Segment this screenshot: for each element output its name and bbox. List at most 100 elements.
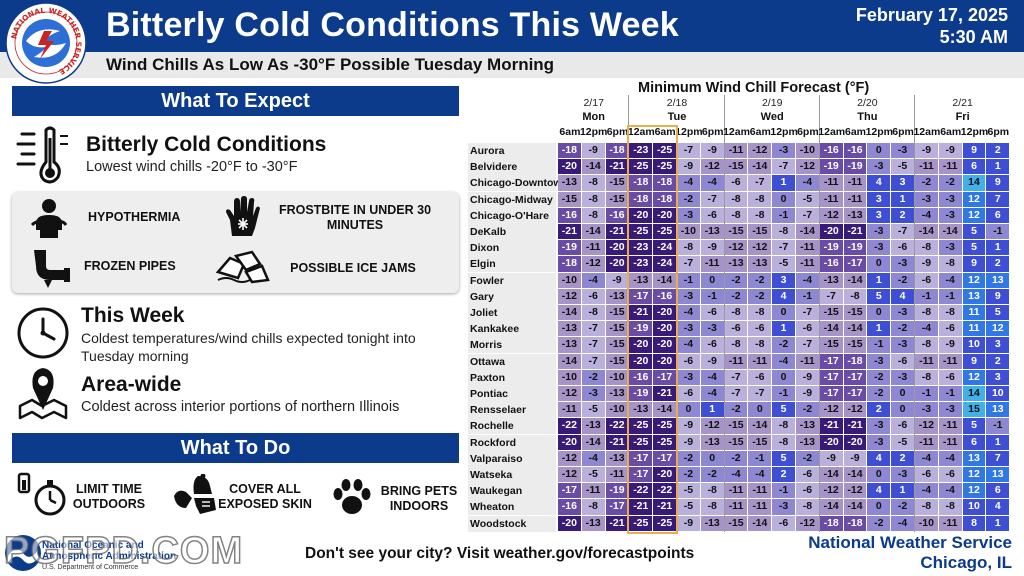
wind-chill-cell: 1 — [772, 321, 795, 337]
wind-chill-cell: -3 — [938, 207, 962, 223]
wind-chill-cell: -1 — [915, 386, 938, 402]
wind-chill-cell: -3 — [891, 369, 914, 385]
day-name-header: Wed — [760, 111, 784, 123]
wind-chill-cell: -4 — [581, 272, 605, 288]
wind-chill-cell: -2 — [915, 175, 938, 191]
wind-chill-cell: -3 — [700, 321, 724, 337]
forecast-points-link[interactable]: Don't see your city? Visit weather.gov/f… — [305, 545, 695, 562]
wind-chill-cell: -11 — [796, 353, 819, 369]
hour-header: 6am — [654, 126, 676, 138]
wind-chill-cell: -14 — [748, 418, 772, 434]
wind-chill-cell: 5 — [772, 402, 795, 418]
wind-chill-cell: 14 — [962, 175, 986, 191]
thermometer-cold-icon — [16, 126, 68, 184]
wind-chill-cell: -17 — [653, 450, 676, 466]
wind-chill-cell: 12 — [962, 467, 986, 483]
wind-chill-cell: -21 — [629, 499, 653, 515]
wind-chill-cell: -8 — [915, 499, 938, 515]
wind-chill-cell: -12 — [558, 386, 581, 402]
wind-chill-cell: -17 — [629, 288, 653, 304]
city-name: Wheaton — [468, 499, 556, 516]
wind-chill-cell: -23 — [629, 240, 653, 256]
wind-chill-cell: -8 — [581, 207, 605, 223]
wind-chill-cell: -3 — [867, 159, 891, 175]
wind-chill-cell: -8 — [915, 240, 938, 256]
wind-chill-cell: -12 — [843, 483, 867, 499]
noaa-text: National Oceanic and Atmospheric Adminis… — [42, 540, 176, 573]
wind-chill-cell: -3 — [915, 402, 938, 418]
day-date-header: 2/20 — [857, 97, 878, 109]
wind-chill-cell: -3 — [677, 321, 700, 337]
wind-chill-cell: -11 — [938, 515, 962, 531]
wind-chill-cell: -14 — [748, 515, 772, 531]
impact-label-frostbite: FROSTBITE IN UNDER 30 MINUTES — [278, 203, 432, 232]
wind-chill-cell: -22 — [558, 418, 581, 434]
wind-chill-cell: -2 — [891, 499, 914, 515]
city-name: Woodstock — [468, 515, 556, 532]
wind-chill-cell: -17 — [843, 386, 867, 402]
wind-chill-cell: -13 — [700, 434, 724, 450]
wind-chill-cell: 6 — [986, 207, 1010, 223]
wind-chill-cell: -11 — [938, 418, 962, 434]
wind-chill-cell: -6 — [772, 515, 795, 531]
wind-chill-cell: -11 — [819, 191, 843, 207]
wind-chill-cell: -20 — [558, 515, 581, 531]
wind-chill-cell: -2 — [677, 191, 700, 207]
wind-chill-cell: -9 — [938, 337, 962, 353]
wind-chill-cell: 2 — [891, 450, 914, 466]
city-name: Joliet — [468, 305, 556, 321]
wind-chill-cell: -13 — [558, 175, 581, 191]
wind-chill-cell: -17 — [629, 450, 653, 466]
wind-chill-cell: -6 — [891, 240, 914, 256]
hour-header: 12am — [913, 126, 941, 138]
nws-office: National Weather Service Chicago, IL — [808, 533, 1012, 573]
wind-chill-cell: -1 — [772, 386, 795, 402]
wind-chill-cell: -16 — [819, 143, 843, 159]
wind-chill-cell: -2 — [748, 288, 772, 304]
wind-chill-cell: -8 — [724, 305, 748, 321]
wind-chill-cell: -13 — [748, 256, 772, 272]
wind-chill-cell: -16 — [843, 143, 867, 159]
wind-chill-cell: -3 — [581, 386, 605, 402]
wind-chill-cell: -20 — [629, 353, 653, 369]
wind-chill-cell: 0 — [700, 450, 724, 466]
wind-chill-cell: -20 — [629, 337, 653, 353]
wind-chill-cell: -19 — [819, 240, 843, 256]
wind-chill-cell: -12 — [558, 467, 581, 483]
wind-chill-cell: -4 — [581, 450, 605, 466]
wind-chill-cell: -17 — [605, 499, 629, 515]
wind-chill-cell: -7 — [819, 288, 843, 304]
wind-chill-cell: -1 — [700, 288, 724, 304]
wind-chill-cell: -3 — [867, 434, 891, 450]
wind-chill-cell: -4 — [915, 321, 938, 337]
wind-chill-cell: 3 — [891, 175, 914, 191]
wind-chill-cell: -11 — [843, 175, 867, 191]
wind-chill-cell: -4 — [700, 369, 724, 385]
hour-header: 12am — [627, 126, 655, 138]
wind-chill-cell: -6 — [938, 321, 962, 337]
wind-chill-cell: -8 — [581, 191, 605, 207]
wind-chill-cell: -17 — [629, 467, 653, 483]
wind-chill-cell: -13 — [605, 450, 629, 466]
noaa-logo-icon — [5, 535, 41, 571]
wind-chill-cell: -6 — [891, 418, 914, 434]
wind-chill-cell: -20 — [605, 240, 629, 256]
wind-chill-cell: -18 — [843, 515, 867, 531]
wind-chill-cell: -14 — [819, 499, 843, 515]
wind-chill-cell: -14 — [915, 224, 938, 240]
city-name: Kankakee — [468, 321, 556, 338]
wind-chill-cell: -9 — [605, 272, 629, 288]
wind-chill-cell: 0 — [772, 369, 795, 385]
wind-chill-cell: -8 — [748, 337, 772, 353]
wind-chill-cell: -10 — [605, 402, 629, 418]
wind-chill-cell: -18 — [605, 143, 629, 159]
city-name: Chicago-Midway — [468, 191, 556, 208]
wind-chill-cell: -18 — [629, 175, 653, 191]
wind-chill-cell: -4 — [677, 337, 700, 353]
noaa-line-2: Atmospheric Administration — [42, 551, 177, 562]
wind-chill-cell: 4 — [891, 288, 914, 304]
nws-office-name: National Weather Service — [808, 533, 1012, 552]
impact-label-ice-jams: POSSIBLE ICE JAMS — [290, 261, 416, 275]
hypothermia-icon — [30, 199, 68, 238]
wind-chill-cell: -8 — [581, 499, 605, 515]
